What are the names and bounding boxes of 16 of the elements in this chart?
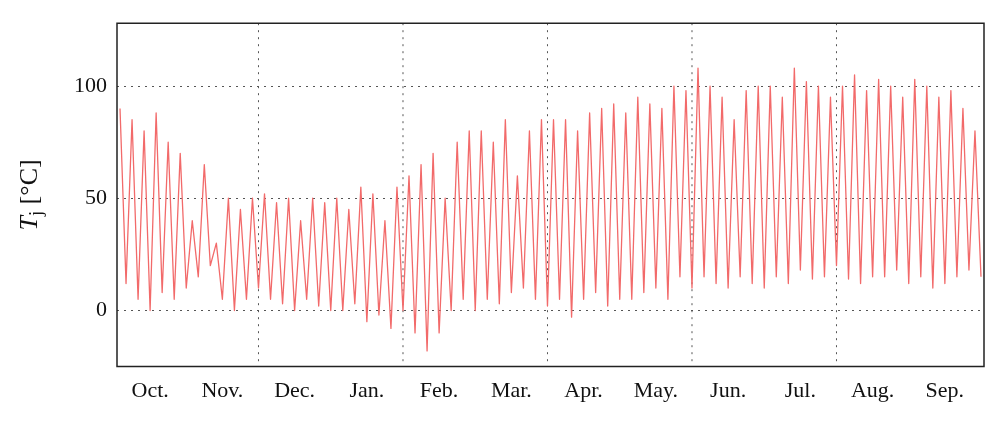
- x-tick-label: May.: [633, 376, 679, 402]
- y-tick-label: 100: [74, 71, 107, 97]
- x-tick-label: Oct.: [131, 376, 169, 402]
- x-tick-label: Jul.: [784, 376, 816, 402]
- x-tick-label: Feb.: [419, 376, 459, 402]
- y-axis-title: Tj [°C]: [13, 159, 46, 231]
- x-tick-label: Sep.: [925, 376, 965, 402]
- x-tick-label: Mar.: [490, 376, 532, 402]
- x-tick-label: Aug.: [850, 376, 895, 402]
- y-tick-label: 50: [85, 184, 107, 210]
- y-tick-label: 0: [96, 296, 107, 322]
- x-tick-label: Nov.: [201, 376, 244, 402]
- x-tick-label: Jun.: [710, 376, 747, 402]
- x-tick-label: Dec.: [274, 376, 316, 402]
- x-tick-label: Jan.: [349, 376, 385, 402]
- x-tick-label: Apr.: [564, 376, 603, 402]
